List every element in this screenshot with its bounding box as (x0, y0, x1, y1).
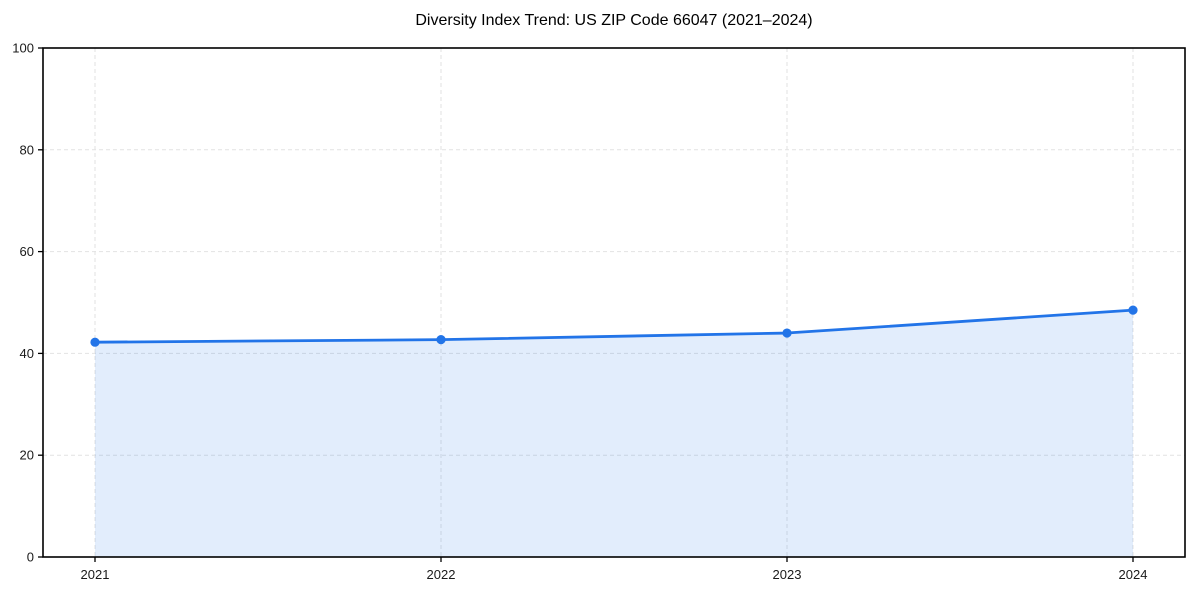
x-tick-label: 2021 (81, 567, 110, 582)
y-tick-label: 60 (20, 244, 34, 259)
area-fill (95, 310, 1133, 557)
y-tick-label: 80 (20, 142, 34, 157)
data-point (782, 328, 792, 338)
y-tick-label: 40 (20, 346, 34, 361)
axis-spine-box (42, 47, 1186, 558)
data-point (436, 335, 446, 345)
data-point (1128, 305, 1138, 315)
y-tick-label: 20 (20, 448, 34, 463)
chart-title: Diversity Index Trend: US ZIP Code 66047… (415, 12, 813, 29)
x-tick-label: 2024 (1119, 567, 1148, 582)
data-point (90, 337, 100, 347)
y-tick-label: 0 (27, 550, 34, 565)
trend-line (93, 308, 1135, 344)
x-tick-label: 2023 (773, 567, 802, 582)
x-tick-label: 2022 (427, 567, 456, 582)
y-tick-label: 100 (12, 41, 34, 56)
